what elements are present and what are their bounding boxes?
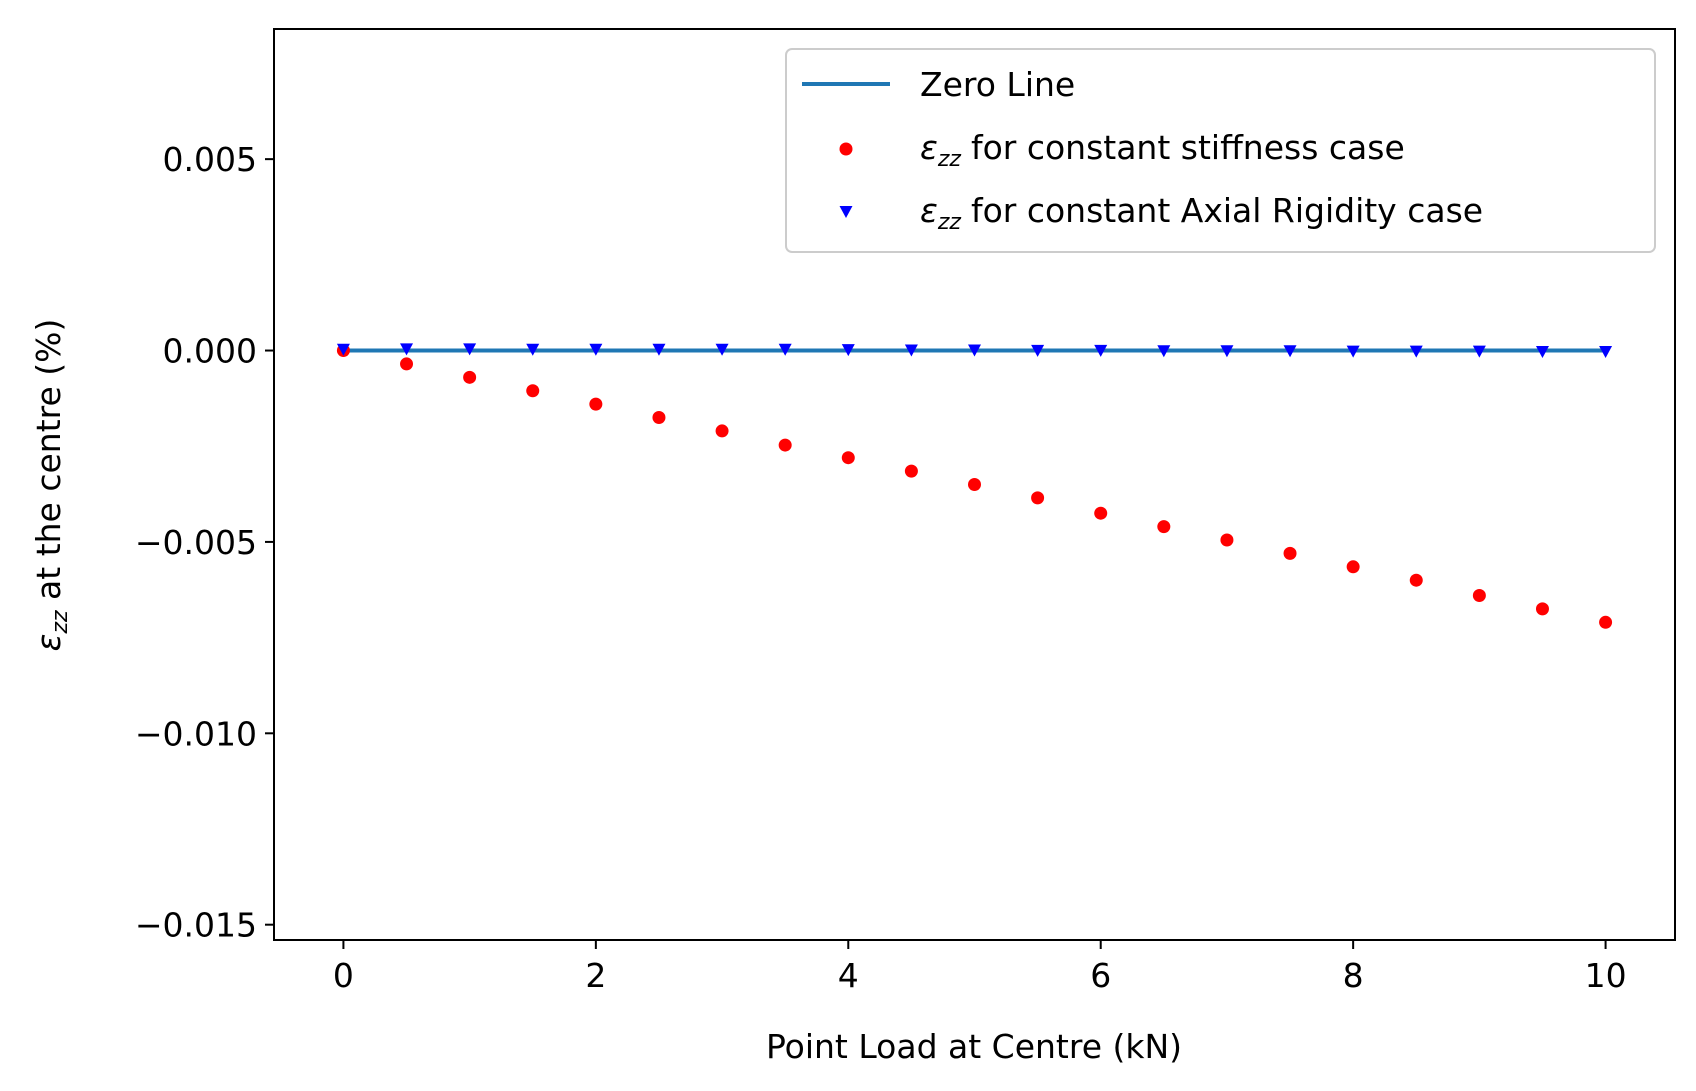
y-tick-label: 0.005 [163, 140, 257, 179]
y-tick-label: −0.005 [135, 523, 257, 562]
stiffness-point [841, 451, 855, 465]
stiffness-point [589, 397, 603, 411]
legend-stiffness-label: εzz for constant stiffness case [920, 128, 1405, 172]
axial-rigidity-point [336, 343, 350, 356]
legend-stiffness-marker [839, 142, 853, 156]
legend-box [785, 48, 1656, 253]
stiffness-point [778, 438, 792, 452]
axial-rigidity-point [589, 343, 603, 356]
axial-rigidity-point [904, 344, 918, 357]
y-tick-label: −0.015 [135, 906, 257, 945]
axial-rigidity-point [968, 344, 981, 357]
axial-rigidity-point [715, 343, 729, 356]
x-axis-ticks: 0 2 4 6 8 10 [333, 940, 1627, 995]
legend-stiffness-symbol: ε [920, 128, 938, 167]
x-axis-label: Point Load at Centre (kN) [766, 1027, 1182, 1066]
x-tick-label: 8 [1343, 956, 1364, 995]
stiffness-point [1157, 520, 1171, 534]
stiffness-point [715, 424, 729, 438]
axial-rigidity-point [526, 343, 540, 356]
stiffness-point [400, 357, 414, 371]
axial-rigidity-point [841, 344, 855, 357]
stiffness-point [1220, 533, 1234, 547]
stiffness-point [1283, 546, 1297, 560]
stiffness-point [1409, 573, 1423, 587]
axial-rigidity-point [778, 343, 792, 356]
x-tick-label: 4 [838, 956, 859, 995]
legend-axial-marker [839, 206, 853, 218]
y-tick-label: 0.000 [163, 332, 257, 371]
stiffness-point [1346, 560, 1360, 574]
axial-rigidity-point [463, 343, 477, 356]
axial-rigidity-point [1094, 344, 1108, 357]
axial-rigidity-point [1220, 345, 1234, 358]
stiffness-point [1472, 589, 1486, 603]
legend-axial-label: εzz for constant Axial Rigidity case [920, 191, 1483, 235]
stiffness-point [652, 411, 666, 425]
legend-stiffness-text: for constant stiffness case [971, 128, 1405, 167]
legend-axial-text: for constant Axial Rigidity case [971, 191, 1483, 230]
legend-zero-line-label: Zero Line [920, 65, 1075, 104]
stiffness-point [463, 370, 477, 384]
legend-stiffness-subscript: zz [937, 147, 962, 172]
legend-axial-subscript: zz [937, 210, 962, 235]
y-axis-label-subscript: zz [48, 610, 73, 635]
y-axis-label-symbol: ε [29, 634, 68, 652]
axial-rigidity-point [1031, 344, 1045, 357]
stiffness-point [1599, 615, 1613, 629]
axial-rigidity-point [1535, 346, 1549, 359]
stiffness-point [1535, 602, 1549, 616]
stiffness-point [968, 478, 981, 491]
y-axis-label-text: at the centre (%) [29, 319, 68, 611]
axial-rigidity-point [400, 343, 414, 356]
x-tick-label: 2 [585, 956, 606, 995]
y-axis-ticks: 0.005 0.000 −0.005 −0.010 −0.015 [135, 140, 274, 945]
axial-rigidity-point [1409, 345, 1423, 358]
data-layer [336, 343, 1613, 629]
stiffness-point [1094, 506, 1108, 520]
x-tick-label: 0 [333, 956, 354, 995]
stiffness-point [904, 464, 918, 478]
y-tick-label: −0.010 [135, 714, 257, 753]
axial-rigidity-point [1157, 345, 1171, 358]
legend-axial-symbol: ε [920, 191, 938, 230]
x-tick-label: 10 [1585, 956, 1627, 995]
axial-rigidity-point [1283, 345, 1297, 358]
y-axis-label: εzz at the centre (%) [29, 319, 73, 652]
plot-frame [273, 28, 1676, 941]
x-tick-label: 6 [1090, 956, 1111, 995]
stiffness-point [1031, 491, 1045, 505]
axial-rigidity-point [652, 343, 666, 356]
axial-rigidity-point [1472, 345, 1486, 358]
axial-rigidity-point [1346, 345, 1360, 358]
legend: Zero Line εzz for constant stiffness case… [785, 48, 1656, 253]
axial-rigidity-point [1599, 346, 1613, 359]
stiffness-point [526, 384, 540, 398]
